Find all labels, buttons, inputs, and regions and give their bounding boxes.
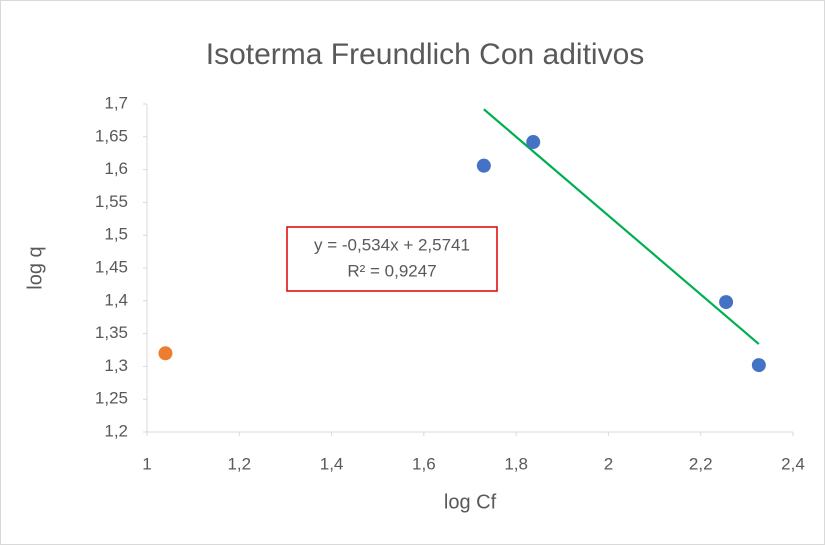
y-tick-label: 1,25 [95,389,128,408]
data-point [751,358,766,373]
x-axis-label: log Cf [444,491,497,513]
y-tick-label: 1,45 [95,257,128,276]
y-tick-label: 1,3 [104,356,128,375]
data-point [719,295,734,310]
annotation-box [286,226,498,292]
x-tick-label: 2,4 [781,454,805,473]
data-point [476,158,491,173]
x-tick-label: 1,6 [412,454,436,473]
trendline [483,108,760,345]
annotation-text: R² = 0,9247 [347,261,436,280]
y-tick-label: 1,2 [104,421,128,440]
chart-title: Isoterma Freundlich Con aditivos [206,38,645,71]
y-tick-label: 1,55 [95,192,128,211]
y-tick-label: 1,7 [104,93,128,112]
y-tick-label: 1,6 [104,159,128,178]
y-axis-label: log q [24,246,46,289]
data-point [526,135,541,150]
x-tick-label: 1,2 [227,454,251,473]
data-point [158,346,173,361]
annotation-text: y = -0,534x + 2,5741 [314,235,470,254]
x-tick-label: 1,4 [320,454,344,473]
x-tick-label: 1,8 [504,454,528,473]
x-tick-label: 2,2 [689,454,713,473]
y-tick-label: 1,65 [95,126,128,145]
x-tick-label: 1 [142,454,151,473]
y-tick-label: 1,35 [95,323,128,342]
y-tick-label: 1,5 [104,225,128,244]
y-tick-label: 1,4 [104,290,128,309]
x-tick-label: 2 [604,454,613,473]
